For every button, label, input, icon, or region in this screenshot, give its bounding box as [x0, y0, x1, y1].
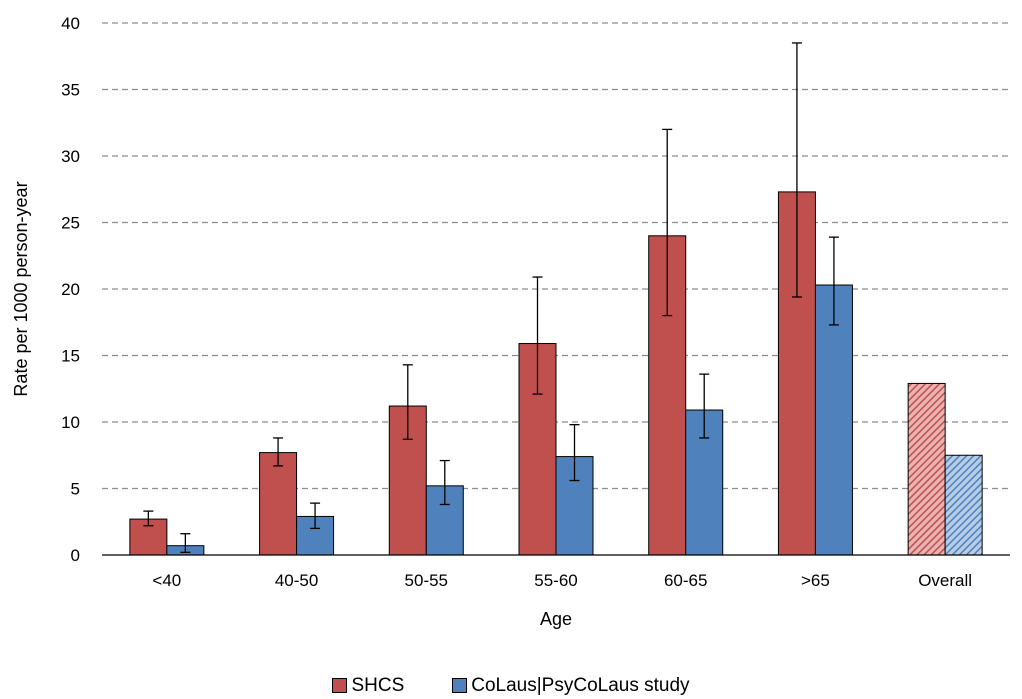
error-bar — [828, 236, 839, 326]
y-tick-label: 35 — [61, 81, 80, 100]
y-tick-label: 30 — [61, 147, 80, 166]
x-tick-label: <40 — [152, 571, 181, 590]
y-tick-label: 5 — [71, 480, 80, 499]
error-bar — [532, 276, 543, 395]
legend-swatch-shcs — [332, 678, 348, 693]
bar-colaus-5 — [814, 284, 853, 556]
error-bar — [439, 459, 450, 506]
error-bar — [662, 128, 673, 317]
bar-shcs-1 — [259, 452, 298, 556]
error-bar — [180, 533, 191, 553]
legend-label-shcs: SHCS — [351, 674, 405, 696]
legend-label-colaus: CoLaus|PsyCoLaus study — [471, 674, 690, 696]
legend-item-shcs: SHCS — [332, 675, 404, 697]
y-tick-label: 25 — [61, 214, 80, 233]
x-axis-ticks: <40 40-50 50-55 55-60 60-65 >65 Overall — [152, 571, 972, 590]
legend-swatch-colaus — [452, 678, 468, 693]
bar-colaus-6 — [944, 454, 983, 556]
x-tick-label: 55-60 — [534, 571, 577, 590]
x-tick-label: 40-50 — [275, 571, 318, 590]
error-bar — [143, 510, 154, 527]
x-tick-label: >65 — [801, 571, 830, 590]
error-bar — [699, 373, 710, 439]
x-tick-label: Overall — [918, 571, 972, 590]
error-bar — [310, 502, 321, 530]
y-tick-label: 15 — [61, 347, 80, 366]
bar-shcs-4 — [648, 235, 687, 556]
y-tick-label: 0 — [71, 546, 80, 565]
y-tick-label: 40 — [61, 14, 80, 33]
error-bars — [143, 42, 839, 553]
x-axis-title: Age — [540, 609, 572, 629]
error-bar — [402, 364, 413, 440]
bar-shcs-6 — [907, 382, 946, 556]
y-tick-label: 10 — [61, 413, 80, 432]
y-tick-label: 20 — [61, 280, 80, 299]
bar-chart: 0 5 10 15 20 25 30 35 40 <40 40-50 50-55 55-60 60-65… — [11, 14, 1010, 629]
x-tick-label: 50-55 — [405, 571, 448, 590]
x-tick-label: 60-65 — [664, 571, 707, 590]
error-bar — [791, 42, 802, 298]
legend-item-colaus: CoLaus|PsyCoLaus study — [452, 674, 690, 697]
legend: SHCS CoLaus|PsyCoLaus study — [0, 672, 1022, 699]
error-bar — [273, 437, 284, 467]
y-axis-ticks: 0 5 10 15 20 25 30 35 40 — [61, 14, 80, 565]
error-bar — [569, 424, 580, 482]
y-axis-title: Rate per 1000 person-year — [11, 181, 31, 396]
bar-colaus-4 — [685, 409, 724, 556]
bars — [129, 191, 983, 556]
